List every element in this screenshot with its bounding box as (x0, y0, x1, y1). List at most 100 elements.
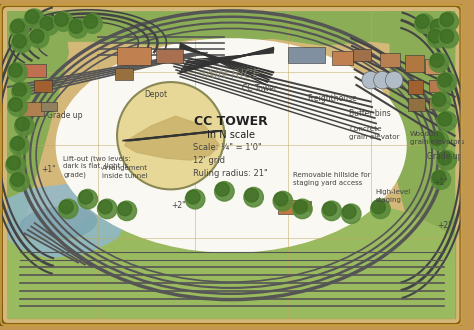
Circle shape (430, 20, 444, 33)
Circle shape (79, 190, 93, 204)
Circle shape (13, 83, 27, 97)
Circle shape (9, 98, 22, 111)
Circle shape (11, 20, 24, 33)
Circle shape (24, 9, 44, 28)
Circle shape (322, 201, 341, 220)
Text: IAIN RICE: IAIN RICE (202, 68, 260, 81)
Bar (298, 201, 311, 211)
Circle shape (40, 17, 54, 30)
Circle shape (10, 19, 29, 38)
Circle shape (69, 20, 83, 33)
FancyBboxPatch shape (2, 6, 460, 324)
Circle shape (437, 72, 456, 92)
Bar (34, 80, 52, 92)
Bar (156, 49, 183, 63)
Circle shape (437, 111, 456, 131)
Circle shape (12, 82, 31, 102)
Bar (24, 64, 46, 77)
Text: +1": +1" (41, 165, 55, 174)
Circle shape (432, 93, 446, 107)
Bar (19, 102, 44, 116)
Circle shape (117, 201, 137, 220)
Circle shape (60, 200, 73, 214)
Circle shape (430, 54, 444, 67)
Circle shape (6, 155, 26, 175)
Circle shape (10, 136, 29, 155)
Circle shape (117, 82, 224, 189)
Circle shape (13, 34, 27, 48)
Circle shape (430, 132, 444, 146)
Circle shape (438, 73, 452, 87)
Polygon shape (125, 116, 219, 160)
Circle shape (437, 150, 456, 170)
Text: Wooden
grain elevators: Wooden grain elevators (410, 131, 464, 145)
Text: +2": +2" (171, 201, 185, 210)
Circle shape (68, 19, 88, 38)
Bar (429, 80, 443, 92)
Circle shape (84, 15, 98, 28)
Circle shape (78, 189, 98, 209)
Bar (278, 200, 298, 214)
Polygon shape (8, 12, 68, 263)
Circle shape (26, 10, 39, 23)
Bar (332, 51, 353, 65)
Bar (115, 68, 133, 80)
Text: Removable hillside for
staging yard access: Removable hillside for staging yard acce… (292, 172, 370, 185)
Bar (408, 98, 425, 111)
Circle shape (293, 200, 307, 214)
Bar (353, 49, 371, 61)
Circle shape (16, 117, 29, 131)
Circle shape (342, 205, 356, 219)
Circle shape (55, 13, 68, 26)
Circle shape (15, 116, 34, 136)
Circle shape (429, 19, 449, 38)
Circle shape (54, 12, 73, 31)
Circle shape (429, 131, 449, 150)
Ellipse shape (55, 38, 407, 253)
Circle shape (215, 182, 234, 201)
Circle shape (83, 14, 102, 33)
Circle shape (39, 16, 58, 35)
Circle shape (374, 71, 391, 89)
Text: Concrete
grain elevator: Concrete grain elevator (349, 126, 400, 140)
Bar (408, 80, 423, 94)
Text: Arrangement
inside tunnel: Arrangement inside tunnel (102, 165, 148, 179)
Circle shape (245, 188, 258, 202)
Circle shape (341, 204, 361, 223)
Circle shape (415, 14, 434, 33)
Polygon shape (390, 12, 455, 318)
Polygon shape (8, 184, 455, 318)
Circle shape (9, 64, 22, 77)
Circle shape (431, 170, 451, 189)
Text: Grade up: Grade up (427, 152, 463, 161)
Bar (288, 47, 325, 63)
Circle shape (323, 202, 337, 216)
Ellipse shape (19, 206, 98, 241)
Text: +1": +1" (433, 178, 448, 187)
Circle shape (11, 173, 24, 186)
Polygon shape (8, 184, 127, 258)
Circle shape (29, 28, 49, 48)
Circle shape (7, 156, 20, 170)
Circle shape (440, 29, 454, 43)
Bar (425, 59, 443, 74)
Circle shape (431, 92, 451, 111)
Bar (405, 55, 424, 72)
Bar (381, 53, 400, 67)
Text: Depot: Depot (145, 90, 167, 99)
Circle shape (439, 12, 458, 31)
Text: Freighthouse: Freighthouse (307, 94, 357, 103)
Polygon shape (8, 238, 455, 318)
Circle shape (438, 112, 452, 126)
Circle shape (11, 137, 24, 150)
Circle shape (8, 63, 27, 82)
Bar (429, 98, 445, 110)
Text: Buffer bins: Buffer bins (349, 110, 391, 118)
FancyBboxPatch shape (0, 2, 465, 328)
Circle shape (98, 199, 117, 219)
Circle shape (118, 202, 132, 216)
Circle shape (185, 189, 205, 209)
Text: CC TOWER: CC TOWER (194, 115, 268, 128)
Circle shape (385, 71, 403, 89)
Text: High-level
staging: High-level staging (375, 189, 411, 203)
